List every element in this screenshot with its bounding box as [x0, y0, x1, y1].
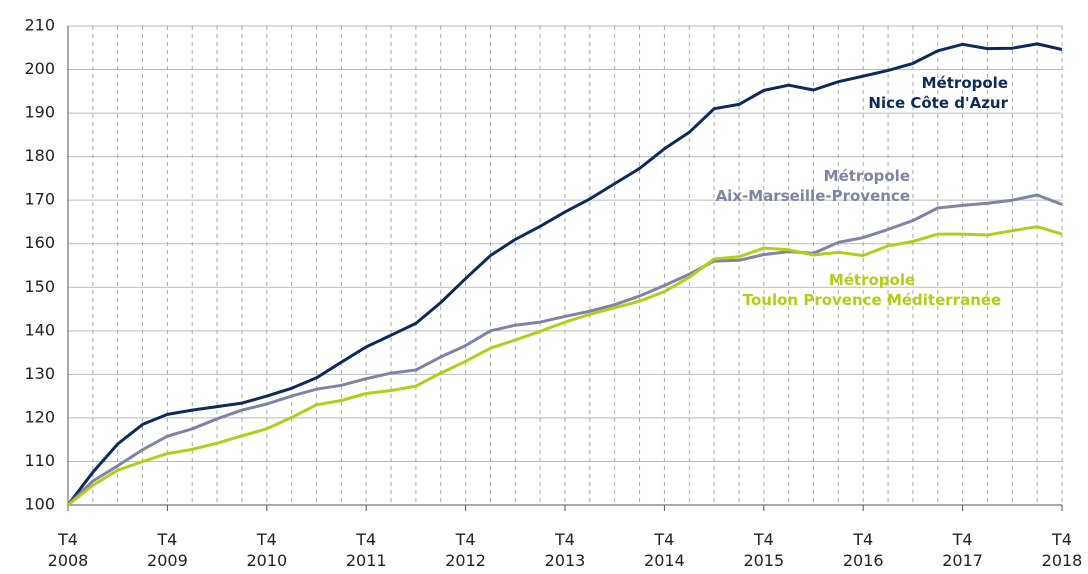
y-tick-label: 150	[24, 277, 55, 296]
series-line	[66, 42, 1063, 506]
series-line	[66, 193, 1063, 507]
x-tick-label: T4 2017	[942, 530, 983, 570]
x-tick-label: T4 2014	[644, 530, 685, 570]
x-tick-label: T4 2008	[47, 530, 89, 570]
y-tick-label: 190	[24, 103, 55, 122]
x-tick-label: T4 2015	[743, 530, 785, 570]
series-label: Métropole Toulon Provence Méditerranée	[742, 271, 1002, 309]
y-tick-label: 200	[24, 59, 55, 78]
x-tick-label: T4 2016	[842, 530, 884, 570]
y-tick-label: 160	[24, 233, 55, 252]
y-tick-label: 210	[24, 16, 55, 35]
x-tick-label: T4 2018	[1041, 530, 1083, 570]
y-tick-label: 140	[24, 320, 55, 339]
y-tick-label: 120	[24, 407, 55, 426]
series-label: Métropole Aix-Marseille-Provence	[715, 167, 910, 205]
y-tick-label: 170	[24, 190, 55, 209]
x-tick-label: T4 2011	[345, 530, 387, 570]
series-line	[67, 225, 1063, 507]
y-tick-label: 100	[24, 495, 55, 514]
series-label: Métropole Nice Côte d'Azur	[868, 74, 1008, 112]
y-tick-label: 180	[24, 146, 55, 165]
x-tick-label: T4 2009	[147, 530, 188, 570]
y-tick-label: 130	[24, 364, 55, 383]
x-tick-label: T4 2012	[445, 530, 486, 570]
x-tick-label: T4 2010	[246, 530, 288, 570]
y-tick-label: 110	[24, 451, 55, 470]
x-tick-label: T4 2013	[544, 530, 586, 570]
